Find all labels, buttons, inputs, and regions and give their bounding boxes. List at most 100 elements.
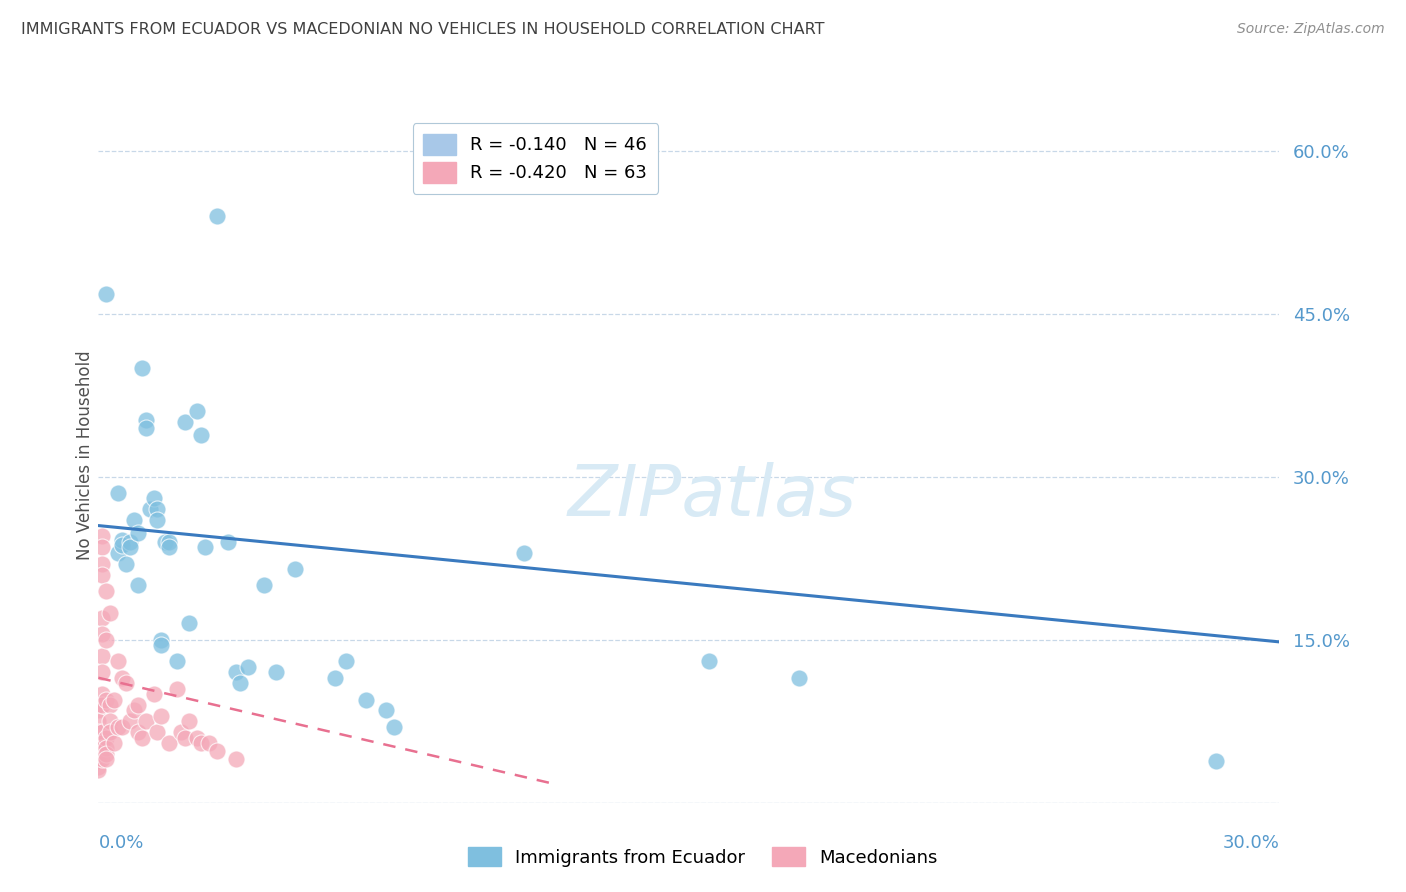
Point: [135, 413, 157, 427]
Point: [91, 557, 114, 571]
Point: [142, 687, 165, 701]
Point: [87, 698, 110, 712]
Point: [157, 541, 180, 555]
Point: [107, 486, 129, 500]
Point: [323, 671, 346, 685]
Point: [118, 535, 141, 549]
Point: [91, 627, 114, 641]
Point: [115, 676, 138, 690]
Point: [205, 209, 228, 223]
Point: [127, 698, 149, 712]
Point: [225, 752, 247, 766]
Point: [107, 655, 129, 669]
Point: [127, 526, 149, 541]
Point: [146, 513, 169, 527]
Point: [205, 744, 228, 758]
Point: [87, 703, 110, 717]
Point: [194, 541, 217, 555]
Text: 0.0%: 0.0%: [98, 834, 143, 852]
Point: [174, 731, 197, 745]
Point: [122, 703, 145, 717]
Point: [111, 720, 134, 734]
Point: [91, 529, 114, 543]
Point: [87, 741, 110, 756]
Point: [91, 736, 114, 750]
Point: [111, 533, 134, 547]
Point: [96, 747, 118, 761]
Point: [354, 692, 377, 706]
Point: [98, 698, 121, 712]
Point: [150, 708, 173, 723]
Text: Source: ZipAtlas.com: Source: ZipAtlas.com: [1237, 22, 1385, 37]
Point: [1205, 755, 1227, 769]
Point: [135, 421, 157, 435]
Point: [91, 541, 114, 555]
Point: [264, 665, 287, 680]
Point: [87, 755, 110, 769]
Point: [135, 714, 157, 729]
Point: [87, 760, 110, 774]
Point: [146, 502, 169, 516]
Point: [146, 725, 169, 739]
Legend: Immigrants from Ecuador, Macedonians: Immigrants from Ecuador, Macedonians: [461, 840, 945, 874]
Point: [177, 714, 200, 729]
Point: [96, 731, 118, 745]
Point: [118, 714, 141, 729]
Point: [91, 698, 114, 712]
Point: [150, 632, 173, 647]
Point: [91, 567, 114, 582]
Point: [225, 665, 247, 680]
Point: [98, 606, 121, 620]
Point: [229, 676, 252, 690]
Point: [217, 535, 239, 549]
Point: [197, 736, 219, 750]
Point: [382, 720, 405, 734]
Point: [91, 725, 114, 739]
Point: [107, 546, 129, 560]
Point: [170, 725, 193, 739]
Point: [190, 736, 212, 750]
Point: [96, 741, 118, 756]
Point: [157, 736, 180, 750]
Point: [174, 415, 197, 429]
Point: [127, 578, 149, 592]
Point: [253, 578, 276, 592]
Point: [96, 287, 118, 301]
Point: [87, 725, 110, 739]
Point: [87, 763, 110, 777]
Point: [111, 538, 134, 552]
Point: [142, 491, 165, 506]
Point: [96, 692, 118, 706]
Point: [131, 360, 153, 375]
Point: [91, 665, 114, 680]
Point: [157, 535, 180, 549]
Point: [91, 752, 114, 766]
Point: [91, 648, 114, 663]
Point: [91, 687, 114, 701]
Point: [96, 632, 118, 647]
Point: [284, 562, 307, 576]
Point: [91, 611, 114, 625]
Point: [115, 557, 138, 571]
Point: [98, 725, 121, 739]
Point: [335, 655, 357, 669]
Point: [87, 744, 110, 758]
Text: IMMIGRANTS FROM ECUADOR VS MACEDONIAN NO VEHICLES IN HOUSEHOLD CORRELATION CHART: IMMIGRANTS FROM ECUADOR VS MACEDONIAN NO…: [21, 22, 824, 37]
Point: [787, 671, 810, 685]
Point: [177, 616, 200, 631]
Point: [166, 681, 188, 696]
Point: [166, 655, 188, 669]
Y-axis label: No Vehicles in Household: No Vehicles in Household: [76, 350, 94, 560]
Point: [186, 404, 208, 418]
Point: [111, 671, 134, 685]
Point: [512, 546, 534, 560]
Point: [186, 731, 208, 745]
Point: [138, 502, 160, 516]
Point: [107, 720, 129, 734]
Point: [127, 725, 149, 739]
Point: [131, 731, 153, 745]
Point: [236, 660, 259, 674]
Point: [374, 703, 396, 717]
Point: [697, 655, 720, 669]
Point: [190, 428, 212, 442]
